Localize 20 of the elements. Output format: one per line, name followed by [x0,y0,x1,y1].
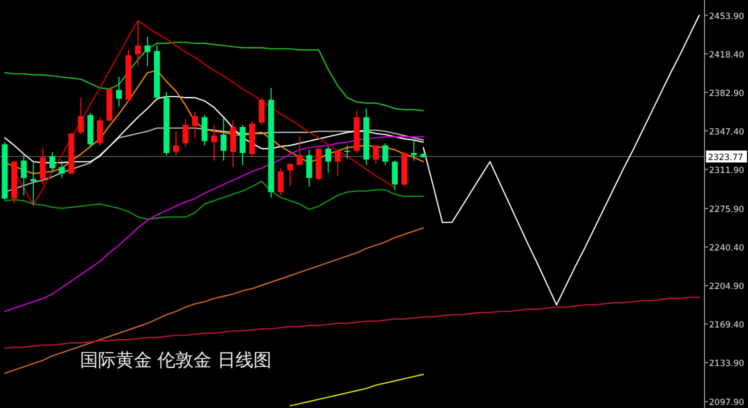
line-series [4,136,424,312]
y-tick-label: 2097.90 [709,398,744,408]
y-tick-label: 2453.90 [709,12,744,22]
line-series [4,180,424,220]
y-tick-label: 2275.90 [709,204,744,215]
line-series [422,14,700,306]
y-tick-label: 2418.40 [709,50,744,60]
ref-line-label: 2323.77 [708,153,744,164]
annotation: 国际黄金 伦敦金 日线图 [80,350,272,371]
y-tick-label: 2204.90 [709,282,744,292]
y-tick-label: 2311.90 [709,166,744,176]
y-tick-label: 2133.90 [709,359,744,370]
line-series [4,42,424,112]
y-tick-label: 2240.40 [709,243,744,254]
y-tick-label: 2347.40 [709,127,744,138]
y-tick-label: 2169.40 [709,320,744,331]
line-series [290,374,424,406]
line-series [4,227,424,374]
y-tick-label: 2382.90 [709,88,744,99]
line-series [4,296,700,349]
